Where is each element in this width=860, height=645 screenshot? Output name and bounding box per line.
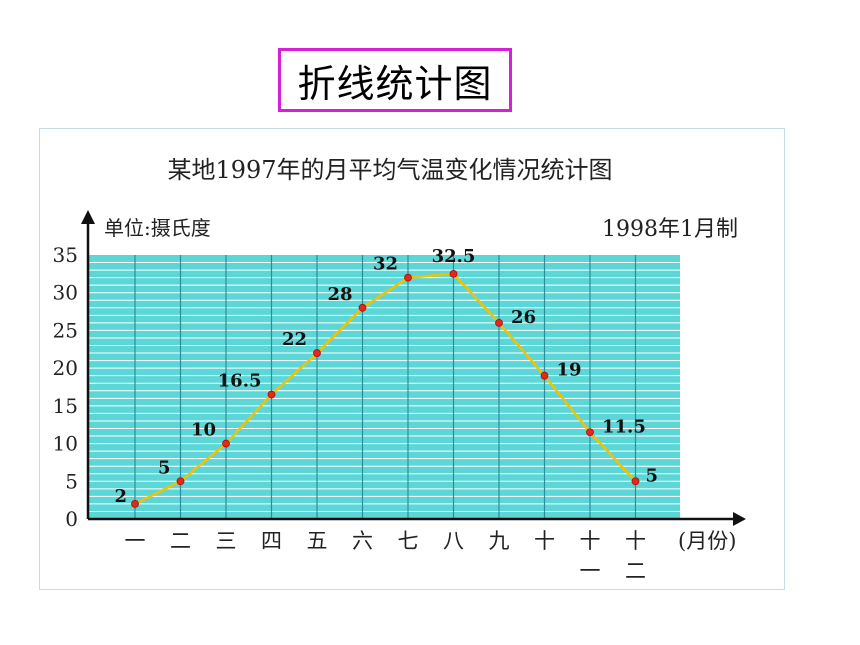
data-point <box>495 318 503 327</box>
data-label: 26 <box>511 307 536 328</box>
y-tick-label: 25 <box>53 318 78 342</box>
y-tick-label: 20 <box>53 356 78 380</box>
x-tick-label: 一 <box>125 529 146 553</box>
x-tick-label: 九 <box>489 529 510 553</box>
y-tick-labels: 0 5 10 15 20 25 30 35 <box>53 243 78 531</box>
x-tick-label: 十 <box>580 529 601 553</box>
data-label: 5 <box>158 457 171 478</box>
x-tick-label: 十 <box>534 529 555 553</box>
data-label: 28 <box>327 284 352 305</box>
y-axis-arrow <box>81 210 95 224</box>
data-label: 32 <box>373 254 398 275</box>
y-tick-label: 30 <box>53 281 78 305</box>
x-tick-label: 一 <box>580 559 601 583</box>
data-label: 11.5 <box>602 416 646 437</box>
x-tick-label: 六 <box>352 529 373 553</box>
page-title: 折线统计图 <box>278 48 512 112</box>
x-tick-label: 二 <box>625 559 646 583</box>
x-tick-label: 二 <box>170 529 191 553</box>
data-labels: 2 5 10 16.5 22 28 32 32.5 26 19 11.5 5 <box>114 246 658 507</box>
plot-grid <box>88 255 680 519</box>
x-tick-label: 八 <box>443 529 464 553</box>
data-label: 5 <box>646 465 659 486</box>
temperature-series <box>131 269 640 508</box>
y-tick-label: 10 <box>53 432 78 456</box>
y-tick-label: 5 <box>65 469 78 493</box>
data-point <box>449 269 458 278</box>
x-tick-label: 五 <box>307 529 328 553</box>
data-point <box>631 477 640 486</box>
y-tick-label: 35 <box>53 243 78 267</box>
series-line <box>134 272 637 506</box>
x-axis-unit: (月份) <box>678 529 736 553</box>
data-point <box>540 371 549 380</box>
data-point <box>176 477 185 486</box>
data-label: 16.5 <box>218 371 262 392</box>
data-point <box>586 428 594 437</box>
chart-title: 某地1997年的月平均气温变化情况统计图 <box>167 156 612 184</box>
date-label: 1998年1月制 <box>602 217 738 242</box>
y-tick-label: 0 <box>65 507 78 531</box>
x-tick-label: 三 <box>216 529 237 553</box>
data-label: 2 <box>114 486 127 507</box>
x-tick-label: 十 <box>625 529 646 553</box>
data-label: 10 <box>191 420 216 441</box>
axes <box>81 210 746 526</box>
x-tick-label: 七 <box>398 529 419 553</box>
data-label: 19 <box>557 360 582 381</box>
data-point <box>404 273 412 282</box>
y-tick-label: 15 <box>53 394 78 418</box>
data-point <box>222 439 230 448</box>
data-point <box>358 303 367 312</box>
data-label: 22 <box>282 329 307 350</box>
data-point <box>267 390 276 399</box>
data-label: 32.5 <box>432 246 476 267</box>
unit-label: 单位:摄氏度 <box>104 216 211 240</box>
data-point <box>131 500 139 508</box>
x-tick-label: 四 <box>261 529 282 553</box>
x-tick-labels: 一二三四五六七八九十十一十二 <box>125 529 647 583</box>
data-point <box>313 349 321 357</box>
x-axis-arrow <box>733 512 746 526</box>
